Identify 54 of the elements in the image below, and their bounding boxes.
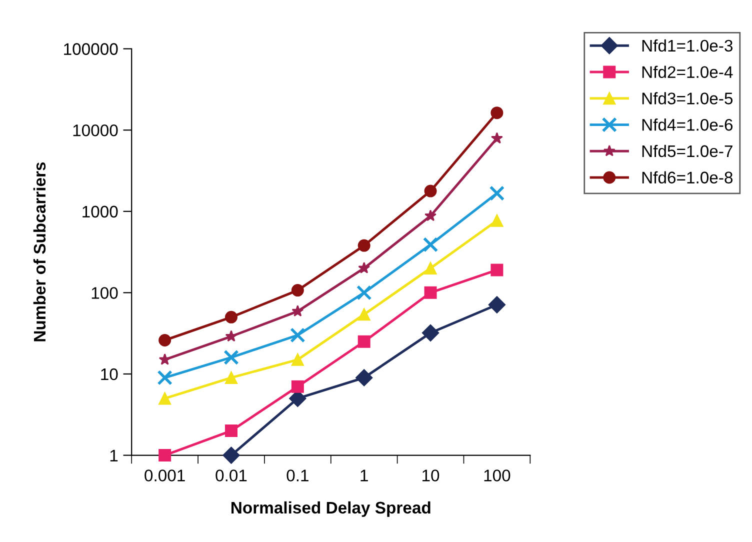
point xyxy=(489,186,505,201)
y-tick-label: 100 xyxy=(92,287,118,299)
point xyxy=(488,296,506,314)
point xyxy=(157,370,172,386)
point xyxy=(224,350,239,366)
x-tick-label: 0.1 xyxy=(286,470,308,482)
point xyxy=(490,214,504,227)
y-tick-label: 10000 xyxy=(73,124,118,136)
point xyxy=(358,262,370,274)
x-tick-label: 0.01 xyxy=(216,470,247,482)
y-tick-label: 1000 xyxy=(82,206,118,218)
point xyxy=(224,310,238,324)
point xyxy=(222,446,240,464)
legend-label: Nfd2=1.0e-4 xyxy=(642,66,733,78)
point xyxy=(356,369,373,386)
point xyxy=(424,262,437,274)
point xyxy=(422,236,438,252)
point xyxy=(158,353,171,365)
point xyxy=(291,353,304,366)
point xyxy=(358,239,370,252)
y-tick-label: 10 xyxy=(101,368,118,380)
point xyxy=(356,285,372,300)
y-axis-title: Number of Subcarriers xyxy=(33,162,46,342)
y-tick-label: 100000 xyxy=(64,43,118,55)
point xyxy=(424,286,437,299)
x-tick-label: 0.001 xyxy=(144,470,185,482)
legend-label: Nfd3=1.0e-5 xyxy=(642,92,733,104)
point xyxy=(158,449,172,462)
x-tick-label: 1 xyxy=(360,470,368,482)
point xyxy=(422,324,440,342)
point xyxy=(490,132,503,144)
legend-label: Nfd6=1.0e-8 xyxy=(642,171,733,184)
point xyxy=(158,392,172,405)
point xyxy=(224,371,238,384)
x-tick-label: 10 xyxy=(422,470,440,482)
point xyxy=(424,184,437,198)
legend-label: Nfd4=1.0e-6 xyxy=(642,118,733,131)
point xyxy=(490,106,504,120)
point xyxy=(290,328,306,343)
legend-label: Nfd5=1.0e-7 xyxy=(642,144,732,158)
point xyxy=(224,424,238,438)
y-tick-label: 1 xyxy=(110,450,118,462)
x-tick-label: 100 xyxy=(484,470,510,482)
point xyxy=(225,330,238,342)
point xyxy=(358,308,370,321)
x-axis-title: Normalised Delay Spread xyxy=(231,501,430,517)
point xyxy=(424,210,436,222)
legend-label: Nfd1=1.0e-3 xyxy=(642,39,733,52)
point xyxy=(292,305,304,316)
point xyxy=(291,380,304,393)
point xyxy=(490,264,504,276)
point xyxy=(158,334,172,346)
point xyxy=(358,335,370,348)
point xyxy=(291,284,304,297)
